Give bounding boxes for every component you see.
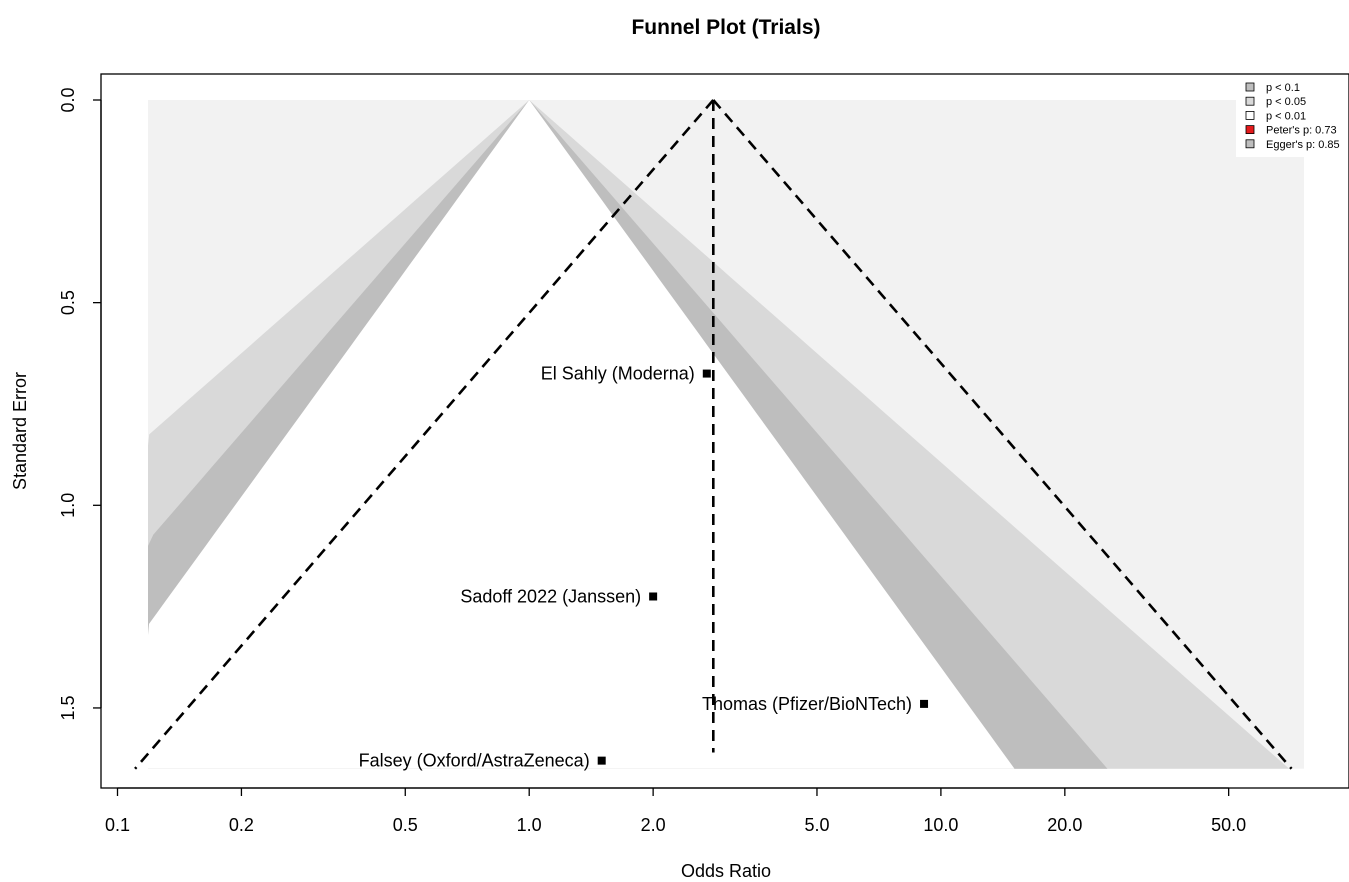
study-label: Falsey (Oxford/AstraZeneca) (359, 751, 590, 771)
legend-label: p < 0.1 (1266, 82, 1300, 94)
study-point (702, 369, 711, 378)
legend-swatch (1245, 96, 1255, 106)
x-tick-label: 2.0 (641, 815, 666, 835)
y-axis-label: Standard Error (10, 372, 30, 490)
study-label: El Sahly (Moderna) (541, 364, 695, 384)
y-tick-label: 0.5 (58, 290, 78, 315)
x-tick-label: 0.2 (229, 815, 254, 835)
study-point (920, 699, 929, 708)
x-tick-label: 1.0 (517, 815, 542, 835)
legend: p < 0.1 p < 0.05 p < 0.01 Peter's p: 0.73 Eg… (1236, 77, 1348, 157)
study-label: Thomas (Pfizer/BioNTech) (702, 694, 912, 714)
y-axis: 0.0 0.5 1.0 1.5 (58, 87, 102, 720)
study-points: El Sahly (Moderna) Sadoff 2022 (Janssen) T… (359, 364, 929, 771)
x-tick-label: 0.5 (393, 815, 418, 835)
study-point (597, 756, 606, 765)
y-tick-label: 1.5 (58, 695, 78, 720)
study-point (649, 592, 658, 601)
legend-swatch (1245, 82, 1255, 92)
x-tick-label: 5.0 (804, 815, 829, 835)
reference-lines (134, 99, 1293, 770)
x-tick-label: 50.0 (1211, 815, 1246, 835)
legend-label: p < 0.05 (1266, 96, 1306, 108)
x-axis: 0.1 0.2 0.5 1.0 2.0 5.0 10.0 20.0 50.0 (105, 787, 1246, 835)
funnel-left-line (134, 99, 715, 770)
legend-swatch (1245, 139, 1255, 149)
x-tick-label: 20.0 (1047, 815, 1082, 835)
y-tick-label: 1.0 (58, 493, 78, 518)
x-tick-label: 0.1 (105, 815, 130, 835)
legend-box (1236, 77, 1348, 157)
legend-label: Egger's p: 0.85 (1266, 139, 1340, 151)
x-tick-label: 10.0 (923, 815, 958, 835)
y-tick-label: 0.0 (58, 87, 78, 112)
contour-band-3 (148, 100, 1015, 769)
legend-label: p < 0.01 (1266, 110, 1306, 122)
funnel-right-line (712, 99, 1293, 770)
significance-contours (148, 100, 1304, 769)
legend-swatch (1245, 111, 1255, 120)
legend-label: Peter's p: 0.73 (1266, 125, 1337, 137)
x-axis-label: Odds Ratio (681, 861, 771, 881)
legend-swatch (1245, 125, 1255, 134)
chart-title: Funnel Plot (Trials) (631, 16, 820, 39)
study-label: Sadoff 2022 (Janssen) (460, 586, 641, 606)
